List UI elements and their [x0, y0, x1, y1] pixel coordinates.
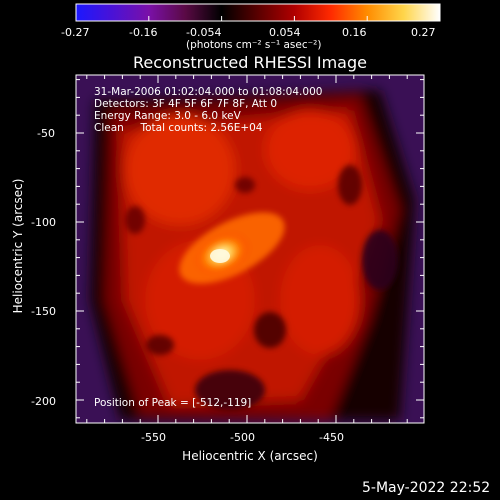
y-tick-label: -100 [31, 216, 56, 229]
info-line-clean: Clean Total counts: 2.56E+04 [94, 122, 263, 134]
colorbar-tick-label: -0.27 [61, 26, 90, 39]
x-tick-label: -550 [141, 431, 166, 444]
info-line-energy: Energy Range: 3.0 - 6.0 keV [94, 110, 241, 122]
info-line-detectors: Detectors: 3F 4F 5F 6F 7F 8F, Att 0 [94, 98, 278, 110]
plot-frame [75, 74, 425, 424]
y-tick-label: -200 [31, 395, 56, 408]
x-axis-label: Heliocentric X (arcsec) [182, 449, 318, 463]
colorbar-tick-label: 0.27 [411, 26, 436, 39]
axis-ticks [76, 75, 424, 423]
y-tick-label: -150 [31, 305, 56, 318]
rhessi-image [76, 75, 424, 423]
x-tick-label: -500 [230, 431, 255, 444]
y-tick-label: -50 [37, 127, 55, 140]
colorbar [75, 3, 441, 22]
colorbar-tick-label: 0.054 [269, 26, 301, 39]
peak-position-label: Position of Peak = [-512,-119] [94, 397, 252, 409]
colorbar-tick-label: -0.054 [186, 26, 222, 39]
y-axis-label: Heliocentric Y (arcsec) [11, 178, 25, 314]
colorbar-tick-label: -0.16 [129, 26, 158, 39]
plot-title: Reconstructed RHESSI Image [133, 53, 367, 72]
x-tick-label: -450 [319, 431, 344, 444]
colorbar-units-label: (photons cm⁻² s⁻¹ asec⁻²) [186, 39, 322, 51]
colorbar-tick-label: 0.16 [342, 26, 367, 39]
colorbar-ticks [75, 16, 441, 21]
footer-timestamp: 5-May-2022 22:52 [362, 480, 491, 496]
info-line-time: 31-Mar-2006 01:02:04.000 to 01:08:04.000 [94, 86, 323, 98]
